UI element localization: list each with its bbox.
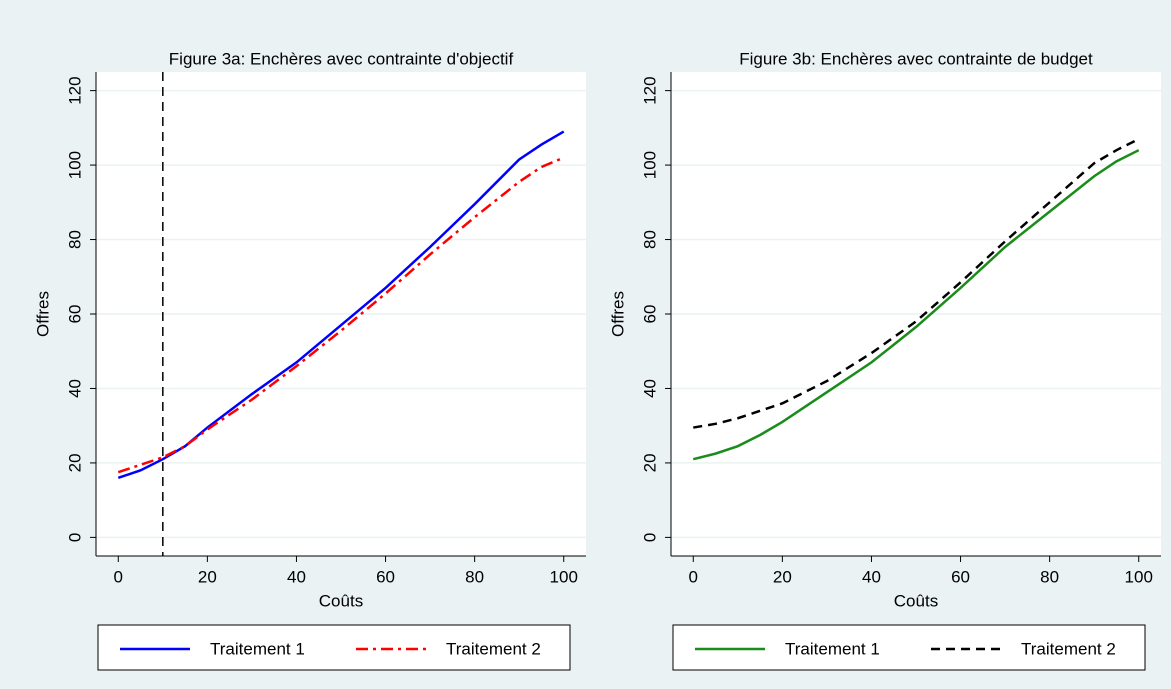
y-tick-label: 120 <box>65 76 84 104</box>
x-tick-label: 0 <box>689 567 698 586</box>
y-tick-label: 0 <box>640 533 659 542</box>
legend-label: Traitement 2 <box>446 639 541 658</box>
y-tick-label: 40 <box>65 379 84 398</box>
y-tick-label: 80 <box>65 230 84 249</box>
x-tick-label: 60 <box>376 567 395 586</box>
legend-label: Traitement 2 <box>1021 639 1116 658</box>
y-tick-label: 60 <box>640 305 659 324</box>
x-axis-label: Coûts <box>319 591 363 610</box>
y-tick-label: 100 <box>640 151 659 179</box>
x-tick-label: 0 <box>114 567 123 586</box>
legend-label: Traitement 1 <box>785 639 880 658</box>
y-tick-label: 40 <box>640 379 659 398</box>
y-tick-label: 0 <box>65 533 84 542</box>
data-line <box>693 137 1140 429</box>
y-tick-label: 100 <box>65 151 84 179</box>
y-axis-label: Offres <box>608 291 627 337</box>
x-tick-label: 100 <box>1125 567 1153 586</box>
y-tick-label: 120 <box>640 76 659 104</box>
x-axis-label: Coûts <box>894 591 938 610</box>
y-tick-label: 20 <box>65 453 84 472</box>
y-axis-label: Offres <box>33 291 52 337</box>
chart-title: Figure 3b: Enchères avec contrainte de b… <box>739 49 1093 68</box>
x-tick-label: 100 <box>550 567 578 586</box>
data-line <box>692 149 1140 461</box>
legend-box <box>97 624 571 671</box>
x-tick-label: 80 <box>465 567 484 586</box>
legend-box <box>672 624 1146 671</box>
x-tick-label: 20 <box>198 567 217 586</box>
x-tick-label: 40 <box>287 567 306 586</box>
chart-title: Figure 3a: Enchères avec contrainte d'ob… <box>169 49 514 68</box>
x-tick-label: 20 <box>773 567 792 586</box>
x-tick-label: 60 <box>951 567 970 586</box>
y-tick-label: 80 <box>640 230 659 249</box>
data-line <box>117 156 565 474</box>
y-tick-label: 20 <box>640 453 659 472</box>
data-line <box>117 130 565 480</box>
y-tick-label: 60 <box>65 305 84 324</box>
x-tick-label: 40 <box>862 567 881 586</box>
x-tick-label: 80 <box>1040 567 1059 586</box>
legend-label: Traitement 1 <box>210 639 305 658</box>
